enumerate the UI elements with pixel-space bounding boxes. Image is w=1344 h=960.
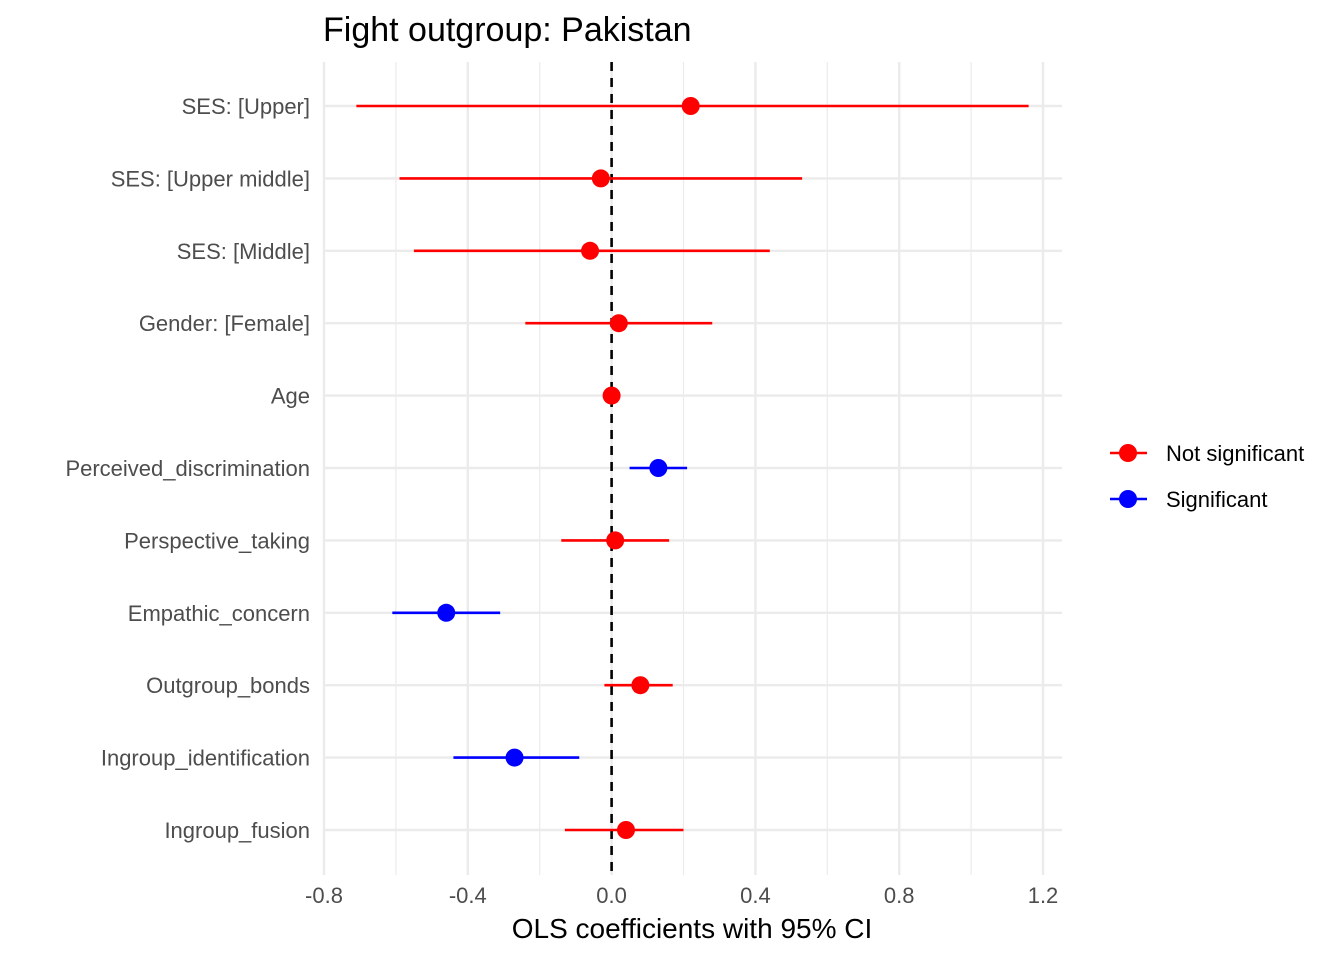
y-tick-label: SES: [Upper middle] (111, 166, 310, 191)
estimate-point (591, 169, 610, 188)
y-tick-label: Gender: [Female] (139, 311, 310, 336)
x-axis-ticks: -0.8 -0.4 0.0 0.4 0.8 1.2 (305, 883, 1058, 908)
estimate-point (581, 241, 600, 260)
x-tick-label: 0.8 (884, 883, 915, 908)
estimate-point (649, 459, 668, 477)
y-tick-label: SES: [Upper] (182, 94, 310, 119)
x-tick-label: 0.4 (740, 883, 771, 908)
x-axis-label: OLS coefficients with 95% CI (512, 913, 873, 944)
y-tick-label: Age (271, 384, 310, 409)
y-tick-label: Outgroup_bonds (146, 673, 310, 698)
estimate-point (437, 603, 456, 622)
y-tick-label: SES: [Middle] (177, 239, 310, 264)
y-axis-labels: SES: [Upper] SES: [Upper middle] SES: [Mid… (65, 94, 310, 843)
x-tick-label: -0.4 (449, 883, 487, 908)
estimate-point (609, 314, 628, 333)
y-tick-label: Ingroup_identification (101, 746, 310, 771)
x-tick-label: -0.8 (305, 883, 343, 908)
estimate-point (681, 97, 700, 115)
x-tick-label: 0.0 (596, 883, 627, 908)
estimate-point (616, 821, 635, 839)
legend-key-point (1119, 490, 1137, 508)
estimate-point (606, 531, 625, 550)
chart-title: Fight outgroup: Pakistan (323, 11, 692, 49)
grid (322, 62, 1062, 875)
y-tick-label: Empathic_concern (128, 601, 310, 626)
estimate-point (631, 676, 650, 695)
legend-key-point (1119, 444, 1137, 462)
estimate-point (602, 386, 621, 405)
estimate-point (505, 748, 524, 767)
legend-label: Not significant (1166, 441, 1304, 466)
coefficient-marks (356, 97, 1029, 839)
legend-label: Significant (1166, 487, 1268, 512)
x-tick-label: 1.2 (1028, 883, 1059, 908)
y-tick-label: Perceived_discrimination (65, 456, 310, 481)
y-tick-label: Perspective_taking (124, 528, 310, 553)
y-tick-label: Ingroup_fusion (164, 818, 310, 843)
legend: Not significant Significant (1110, 441, 1304, 512)
